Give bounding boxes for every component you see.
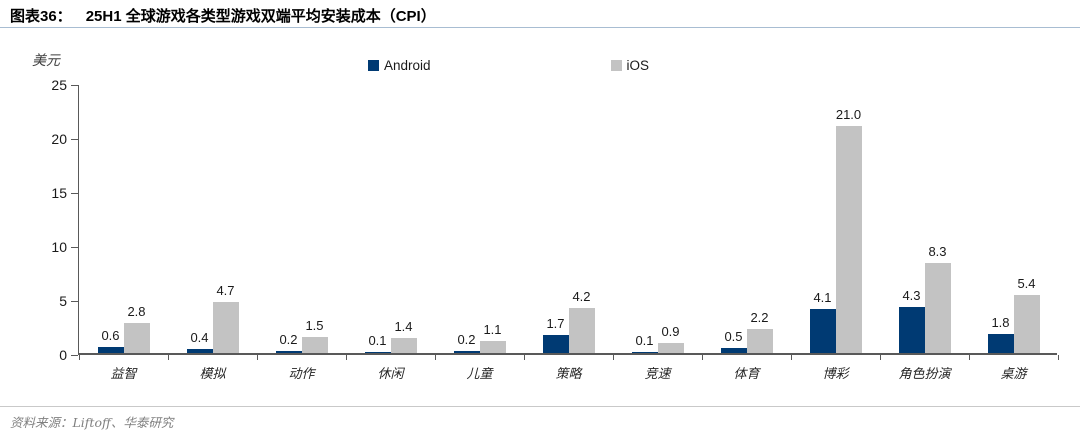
title-divider — [0, 27, 1080, 28]
bar-android — [275, 350, 302, 353]
bar-value-label: 21.0 — [835, 107, 862, 123]
category-label: 角色扮演 — [898, 367, 951, 382]
bar-value-label: 4.3 — [902, 287, 921, 303]
x-axis-tick — [790, 355, 792, 360]
bar-value-label: 2.8 — [127, 303, 146, 319]
legend-item-ios: iOS — [610, 58, 650, 73]
bar-value-label: 1.4 — [394, 318, 413, 334]
category-label: 桌游 — [1000, 367, 1027, 382]
bar-value-label: 0.1 — [635, 332, 654, 348]
bar-value-label: 0.6 — [101, 327, 120, 343]
y-axis-tick — [71, 354, 78, 356]
category-label: 策略 — [555, 367, 582, 382]
x-axis-tick — [968, 355, 970, 360]
y-axis-tick-label: 0 — [59, 347, 67, 363]
x-axis-tick — [1057, 355, 1059, 360]
y-axis-tick-label: 15 — [51, 185, 67, 201]
x-axis-tick — [701, 355, 703, 360]
footer-divider — [0, 406, 1080, 407]
ios-legend-swatch — [610, 60, 622, 71]
bar-android — [186, 348, 213, 353]
bar-ios — [123, 322, 150, 353]
bar-android — [898, 306, 925, 353]
figure-title: 图表36： 25H1 全球游戏各类型游戏双端平均安装成本（CPI） — [10, 5, 436, 26]
x-axis-tick — [167, 355, 169, 360]
figure-title-text: 25H1 全球游戏各类型游戏双端平均安装成本（CPI） — [85, 8, 436, 25]
bar-value-label: 8.3 — [928, 244, 947, 260]
x-axis-tick — [78, 355, 80, 360]
y-axis-tick — [71, 246, 78, 248]
bar-ios — [924, 263, 951, 353]
x-axis-tick — [434, 355, 436, 360]
bar-value-label: 1.7 — [546, 315, 565, 331]
y-axis-tick — [71, 84, 78, 86]
bar-ios — [657, 343, 684, 353]
bar-ios — [390, 337, 417, 353]
x-axis-tick — [879, 355, 881, 360]
bar-android — [809, 308, 836, 353]
bar-value-label: 0.2 — [457, 331, 476, 347]
bar-ios — [835, 126, 862, 353]
bar-value-label: 5.4 — [1017, 275, 1036, 291]
bar-android — [364, 351, 391, 353]
source-note: 资料来源：Liftoff、华泰研究 — [10, 415, 174, 430]
y-axis-tick-label: 25 — [51, 77, 67, 93]
bar-value-label: 0.1 — [368, 332, 387, 348]
bar-android — [720, 347, 747, 353]
y-axis-tick — [71, 300, 78, 302]
bar-ios — [746, 329, 773, 353]
bar-android — [542, 334, 569, 353]
category-label: 竞速 — [644, 367, 671, 382]
bar-android — [97, 346, 124, 353]
x-axis-tick — [612, 355, 614, 360]
category-label: 体育 — [733, 367, 760, 382]
x-axis-tick — [345, 355, 347, 360]
y-axis-tick-label: 20 — [51, 131, 67, 147]
bar-value-label: 1.8 — [991, 314, 1010, 330]
category-label: 益智 — [110, 367, 137, 382]
bar-ios — [479, 341, 506, 353]
bar-value-label: 4.1 — [813, 289, 832, 305]
figure-number: 图表36： — [10, 8, 72, 25]
bar-ios — [1013, 294, 1040, 353]
x-axis-tick — [523, 355, 525, 360]
plot-area: 0 5 10 15 20 25 益智 模拟 动作 休闲 儿童 策略 竞速 体育 博彩 角色扮演 桌游 0.6 0.4… — [51, 77, 1059, 382]
bar-android — [987, 333, 1014, 353]
bar-value-label: 0.5 — [724, 328, 743, 344]
ios-legend-label: iOS — [626, 58, 650, 73]
bar-value-label: 0.9 — [661, 324, 680, 340]
category-label: 休闲 — [377, 367, 404, 382]
legend: Android iOS — [368, 58, 649, 73]
category-label: 博彩 — [822, 367, 849, 382]
bar-ios — [568, 307, 595, 353]
category-label: 儿童 — [466, 367, 493, 382]
bar-value-label: 0.4 — [190, 329, 209, 345]
bar-value-label: 1.1 — [483, 322, 502, 338]
bar-ios — [301, 336, 328, 353]
bar-value-label: 4.7 — [216, 283, 235, 299]
y-axis-tick — [71, 192, 78, 194]
bar-value-label: 1.5 — [305, 317, 324, 333]
bar-ios — [212, 302, 239, 353]
y-axis-tick-label: 5 — [59, 293, 67, 309]
bar-value-label: 0.2 — [279, 331, 298, 347]
legend-item-android: Android — [368, 58, 431, 73]
android-legend-swatch — [368, 60, 379, 71]
y-axis-tick-label: 10 — [51, 239, 67, 255]
android-legend-label: Android — [384, 58, 431, 73]
bar-value-label: 4.2 — [572, 288, 591, 304]
y-axis-unit-label: 美元 — [32, 53, 60, 69]
bar-android — [453, 350, 480, 353]
bar-android — [631, 351, 658, 353]
bar-value-label: 2.2 — [750, 310, 769, 326]
category-label: 模拟 — [199, 367, 226, 382]
category-label: 动作 — [288, 367, 315, 382]
y-axis-tick — [71, 138, 78, 140]
x-axis-tick — [256, 355, 258, 360]
